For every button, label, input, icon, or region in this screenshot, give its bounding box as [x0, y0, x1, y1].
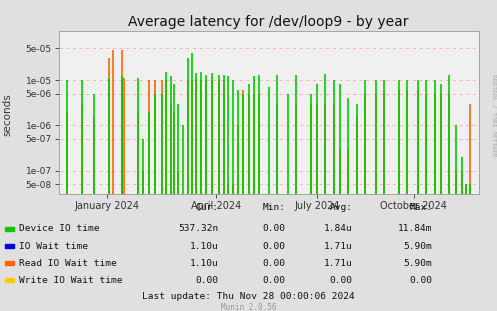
Text: Write IO Wait time: Write IO Wait time	[19, 276, 122, 285]
Text: 0.00: 0.00	[410, 276, 432, 285]
Text: 0.00: 0.00	[196, 276, 219, 285]
Text: 0.00: 0.00	[263, 242, 286, 250]
Text: 1.84u: 1.84u	[324, 225, 353, 233]
Text: Cur:: Cur:	[196, 203, 219, 212]
Text: Read IO Wait time: Read IO Wait time	[19, 259, 117, 267]
Text: IO Wait time: IO Wait time	[19, 242, 88, 250]
Text: 1.10u: 1.10u	[190, 259, 219, 267]
Title: Average latency for /dev/loop9 - by year: Average latency for /dev/loop9 - by year	[128, 15, 409, 29]
Text: Device IO time: Device IO time	[19, 225, 99, 233]
Text: Min:: Min:	[263, 203, 286, 212]
Text: 5.90m: 5.90m	[404, 242, 432, 250]
Text: seconds: seconds	[2, 94, 12, 137]
Text: 5.90m: 5.90m	[404, 259, 432, 267]
Text: 0.00: 0.00	[263, 276, 286, 285]
Text: 0.00: 0.00	[263, 225, 286, 233]
Text: 1.71u: 1.71u	[324, 259, 353, 267]
Text: 1.71u: 1.71u	[324, 242, 353, 250]
Text: Max:: Max:	[410, 203, 432, 212]
Text: RRDTOOL / TOBI OETIKER: RRDTOOL / TOBI OETIKER	[491, 74, 496, 156]
Text: 0.00: 0.00	[263, 259, 286, 267]
Text: Last update: Thu Nov 28 00:00:06 2024: Last update: Thu Nov 28 00:00:06 2024	[142, 292, 355, 300]
Text: Avg:: Avg:	[330, 203, 353, 212]
Text: 11.84m: 11.84m	[398, 225, 432, 233]
Text: 1.10u: 1.10u	[190, 242, 219, 250]
Text: 0.00: 0.00	[330, 276, 353, 285]
Text: 537.32n: 537.32n	[178, 225, 219, 233]
Text: Munin 2.0.56: Munin 2.0.56	[221, 304, 276, 311]
